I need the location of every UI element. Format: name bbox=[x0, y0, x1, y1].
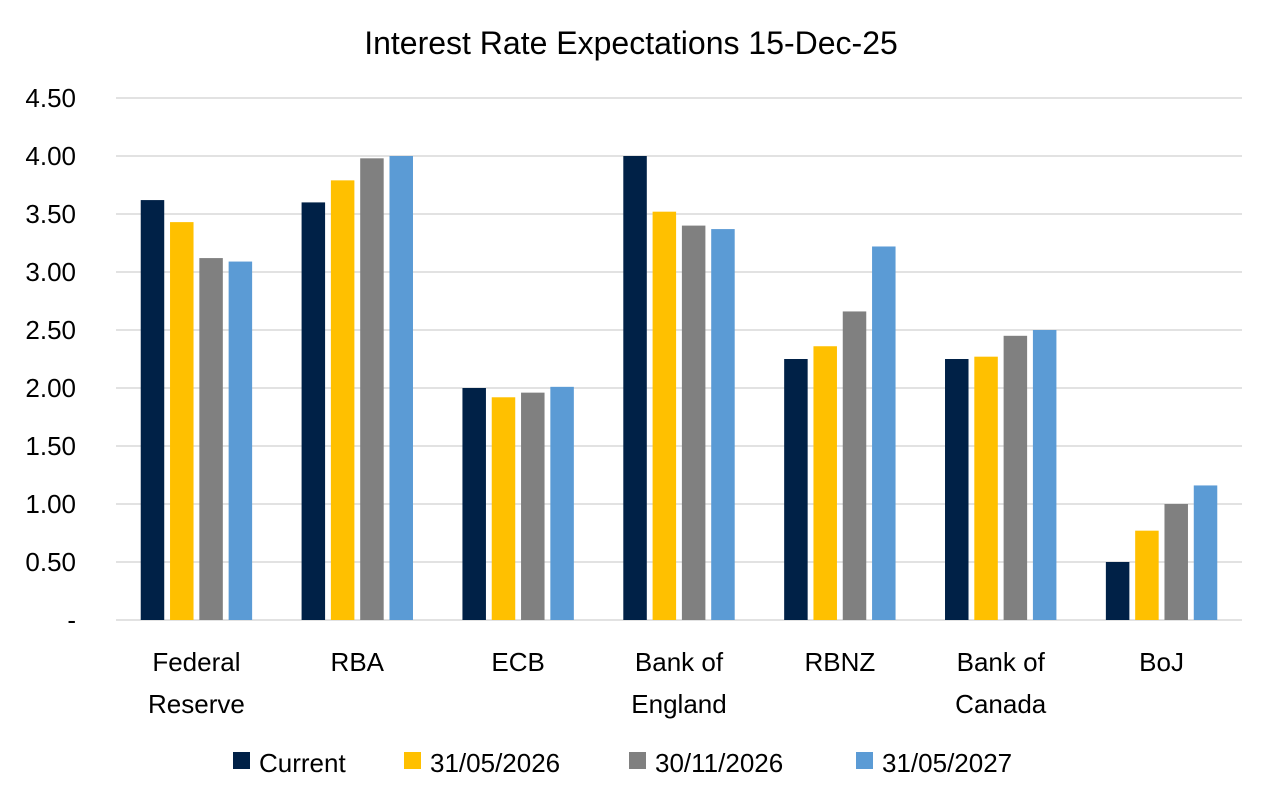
bar bbox=[945, 359, 969, 620]
bar bbox=[1003, 335, 1028, 620]
bar bbox=[872, 246, 896, 621]
bar bbox=[813, 346, 837, 620]
bar bbox=[842, 311, 867, 620]
category-label: BoJ bbox=[1139, 647, 1184, 677]
y-axis-ticks: - 0.50 1.00 1.50 2.00 2.50 3.00 3.50 4.00 4.50 bbox=[25, 83, 76, 635]
category-label: Bank of England bbox=[631, 647, 726, 719]
category-labels: Federal Reserve RBA ECB Bank of England RBNZ Ba… bbox=[148, 647, 1184, 719]
bar bbox=[140, 200, 165, 620]
bar bbox=[652, 211, 677, 620]
legend-label: 31/05/2027 bbox=[882, 748, 1012, 778]
category-label: Bank of Canada bbox=[955, 647, 1047, 719]
legend-label: 31/05/2026 bbox=[430, 748, 560, 778]
bar bbox=[784, 359, 808, 620]
gridlines bbox=[116, 97, 1242, 621]
category-label: RBNZ bbox=[804, 647, 875, 677]
bar bbox=[1164, 504, 1188, 620]
bar bbox=[1105, 562, 1130, 620]
legend-swatch bbox=[404, 752, 421, 769]
y-tick-label: 1.50 bbox=[25, 431, 76, 461]
bar bbox=[681, 225, 706, 620]
y-tick-label: 0.50 bbox=[25, 547, 76, 577]
y-tick-label: 2.50 bbox=[25, 315, 76, 345]
bar bbox=[1135, 530, 1159, 620]
y-tick-label: 1.00 bbox=[25, 489, 76, 519]
y-tick-label: 3.00 bbox=[25, 257, 76, 287]
category-label: Federal Reserve bbox=[148, 647, 245, 719]
bar bbox=[1193, 485, 1218, 620]
bar bbox=[1032, 330, 1057, 620]
legend-label: Current bbox=[259, 748, 346, 778]
bar bbox=[623, 156, 647, 620]
y-tick-label: 2.00 bbox=[25, 373, 76, 403]
bar bbox=[521, 392, 545, 620]
bar bbox=[301, 202, 326, 620]
bar bbox=[974, 356, 998, 620]
y-tick-label: 4.50 bbox=[25, 83, 76, 113]
y-tick-label: 4.00 bbox=[25, 141, 76, 171]
bars bbox=[140, 156, 1218, 621]
category-label: RBA bbox=[331, 647, 385, 677]
bar bbox=[711, 229, 735, 620]
legend-swatch bbox=[629, 752, 646, 769]
bar bbox=[170, 222, 194, 620]
y-tick-label: 3.50 bbox=[25, 199, 76, 229]
bar bbox=[389, 156, 413, 620]
bar bbox=[228, 261, 253, 620]
bar bbox=[360, 158, 384, 620]
legend-label: 30/11/2026 bbox=[655, 748, 783, 778]
category-label: ECB bbox=[491, 647, 544, 677]
legend: Current 31/05/2026 30/11/2026 31/05/2027 bbox=[233, 748, 1012, 778]
bar bbox=[550, 386, 574, 620]
y-tick-label: - bbox=[67, 605, 76, 635]
bar bbox=[462, 388, 486, 620]
bar bbox=[199, 258, 223, 620]
bar bbox=[491, 397, 516, 620]
bar bbox=[330, 180, 355, 621]
chart-title: Interest Rate Expectations 15-Dec-25 bbox=[364, 25, 898, 61]
legend-swatch bbox=[856, 752, 873, 769]
legend-swatch bbox=[233, 752, 250, 769]
